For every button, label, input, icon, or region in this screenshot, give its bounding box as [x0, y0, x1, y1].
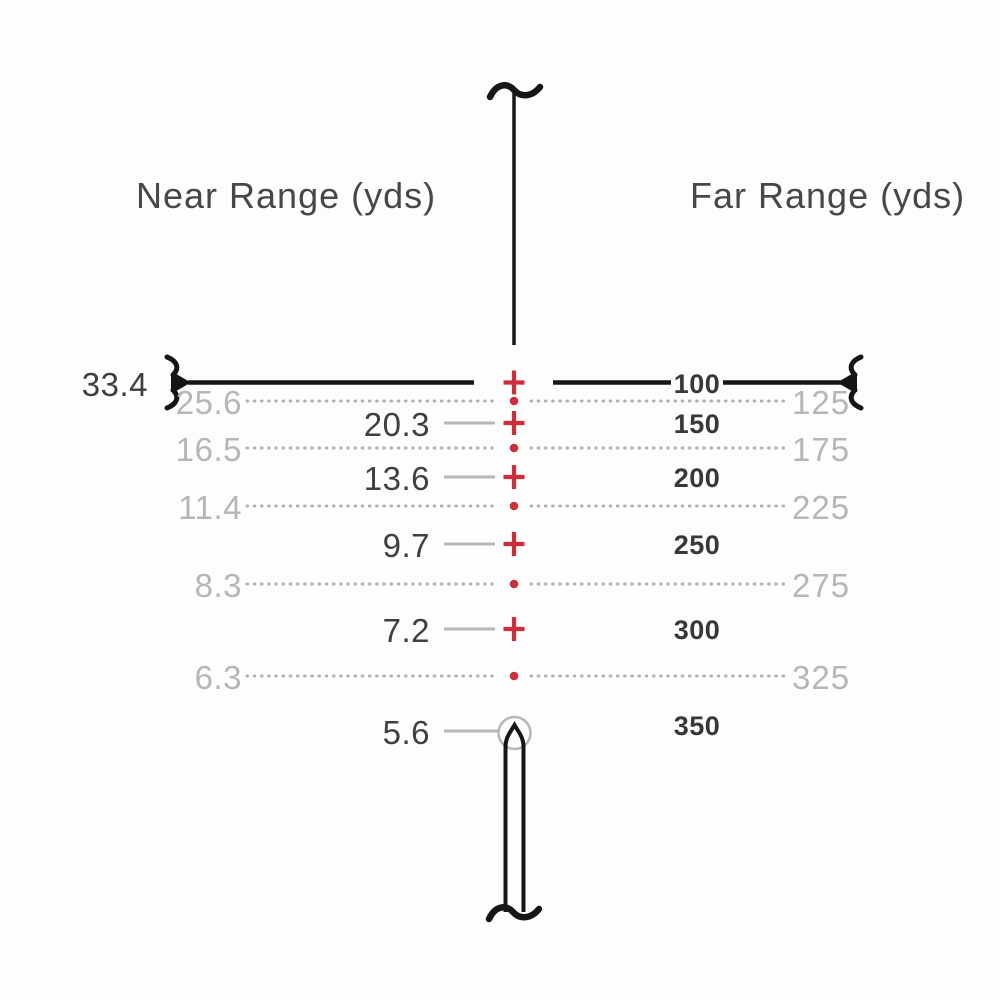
dotted-hold-lines — [245, 399, 789, 678]
far-range-value: 275 — [792, 567, 851, 604]
red-cross-marker — [503, 465, 525, 489]
near-range-value: 6.3 — [194, 659, 242, 696]
red-cross-markers — [503, 370, 525, 641]
red-dot-marker — [509, 443, 519, 453]
far-range-value: 325 — [792, 659, 851, 696]
red-dot-marker — [509, 501, 519, 511]
bottom-post-outline — [503, 721, 526, 912]
near-range-value: 9.7 — [382, 527, 430, 564]
near-range-value: 16.5 — [175, 431, 242, 468]
far-range-value: 100 — [673, 369, 721, 399]
near-range-value: 5.6 — [382, 714, 430, 751]
near-range-value: 13.6 — [363, 460, 430, 497]
bdc-circle-marker — [497, 715, 532, 751]
far-range-value: 350 — [673, 711, 721, 741]
red-dot-marker — [509, 396, 519, 406]
far-range-value: 175 — [792, 431, 851, 468]
red-cross-marker — [503, 532, 525, 556]
far-range-value: 250 — [673, 530, 721, 560]
far-range-value: 225 — [792, 489, 851, 526]
red-dot-marker — [509, 579, 519, 589]
top-break-squiggle-icon — [486, 82, 544, 101]
red-dot-marker — [509, 671, 519, 681]
bottom-break-squiggle-icon — [485, 904, 543, 923]
red-cross-marker — [503, 411, 525, 435]
right-post-flare-icon — [838, 354, 864, 411]
near-range-value: 8.3 — [194, 567, 242, 604]
near-range-title: Near Range (yds) — [136, 175, 437, 216]
far-range-value: 300 — [673, 615, 721, 645]
near-range-value: 11.4 — [178, 489, 242, 526]
far-range-value: 125 — [792, 384, 851, 421]
red-cross-marker — [503, 617, 525, 641]
red-cross-marker — [503, 370, 525, 395]
left-post-flare-icon — [164, 354, 190, 411]
near-range-value: 20.3 — [363, 406, 430, 443]
far-range-value: 200 — [673, 463, 721, 493]
far-range-value: 150 — [673, 409, 721, 439]
near-range-value: 7.2 — [382, 612, 430, 649]
near-range-value: 33.4 — [81, 366, 148, 403]
near-range-value: 25.6 — [175, 384, 242, 421]
hold-leader-lines — [444, 421, 498, 733]
far-range-title: Far Range (yds) — [690, 175, 966, 216]
red-dot-markers — [509, 396, 519, 681]
